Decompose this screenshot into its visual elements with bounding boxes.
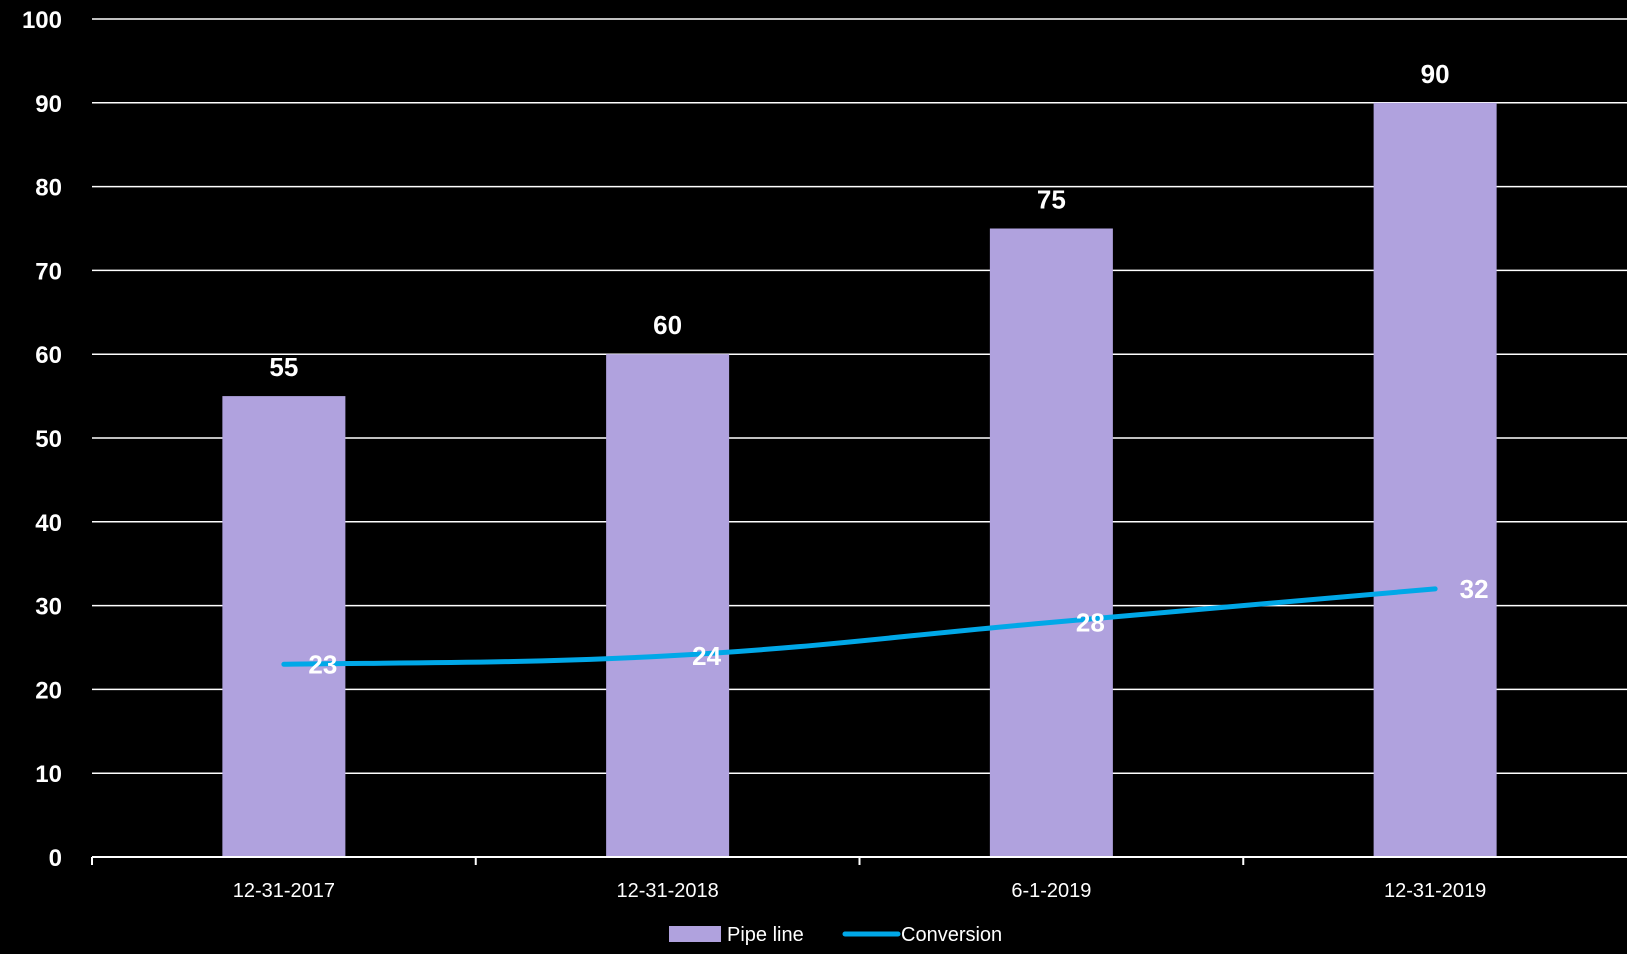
line-data-label: 32 bbox=[1460, 574, 1489, 604]
y-tick-label: 40 bbox=[35, 510, 62, 537]
bar bbox=[606, 354, 730, 857]
conversion-line bbox=[281, 586, 1438, 667]
y-tick-label: 90 bbox=[35, 91, 62, 118]
line-data-label: 24 bbox=[692, 641, 721, 671]
x-tick-label: 12-31-2018 bbox=[616, 880, 718, 902]
x-tick-label: 12-31-2019 bbox=[1384, 880, 1486, 902]
y-tick-label: 80 bbox=[35, 175, 62, 202]
bar bbox=[1373, 102, 1497, 858]
bar-data-label: 75 bbox=[1037, 185, 1066, 215]
line-data-label: 23 bbox=[308, 649, 337, 679]
x-axis-ticks: 12-31-2017 12-31-2018 6-1-2019 12-31-2019 bbox=[233, 880, 1487, 902]
y-tick-label: 20 bbox=[35, 677, 62, 704]
x-axis bbox=[91, 856, 1627, 865]
bar-data-label: 55 bbox=[269, 352, 298, 382]
y-tick-label: 10 bbox=[35, 761, 62, 788]
y-tick-label: 30 bbox=[35, 594, 62, 621]
line-series-conversion bbox=[281, 586, 1438, 667]
x-tick-label: 12-31-2017 bbox=[233, 880, 335, 902]
data-labels: 55 60 75 90 23 24 28 32 bbox=[269, 59, 1488, 679]
y-tick-label: 70 bbox=[35, 258, 62, 285]
x-tick-label: 6-1-2019 bbox=[1011, 880, 1091, 902]
bar-data-label: 90 bbox=[1421, 59, 1450, 89]
bar-data-label: 60 bbox=[653, 310, 682, 340]
bar bbox=[989, 228, 1113, 857]
legend-label-pipe-line: Pipe line bbox=[727, 924, 804, 946]
gridlines bbox=[92, 18, 1627, 774]
y-tick-label: 0 bbox=[49, 845, 62, 872]
legend-label-conversion: Conversion bbox=[901, 924, 1002, 946]
bar-series-pipe-line bbox=[222, 102, 1497, 858]
y-tick-label: 50 bbox=[35, 426, 62, 453]
y-tick-label: 100 bbox=[22, 7, 62, 34]
legend-swatch-pipe-line bbox=[669, 926, 721, 942]
y-axis-ticks: 0 10 20 30 40 50 60 70 80 90 100 bbox=[22, 7, 62, 872]
line-data-label: 28 bbox=[1076, 607, 1105, 637]
bar bbox=[222, 396, 346, 857]
y-tick-label: 60 bbox=[35, 342, 62, 369]
legend: Pipe line Conversion bbox=[669, 924, 1002, 946]
